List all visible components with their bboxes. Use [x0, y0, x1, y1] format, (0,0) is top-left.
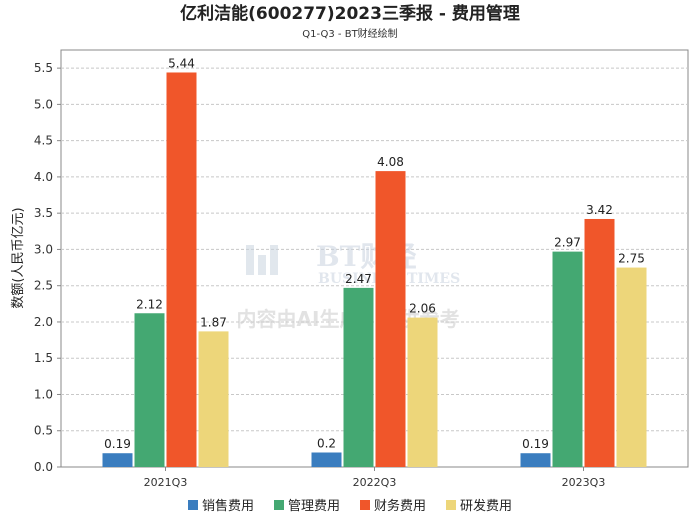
y-tick-label: 0.5 — [34, 424, 53, 438]
data-label: 5.44 — [168, 56, 195, 70]
y-tick-label: 2.0 — [34, 315, 53, 329]
legend-label: 销售费用 — [202, 498, 254, 514]
data-label: 2.47 — [345, 272, 372, 286]
data-label: 2.75 — [618, 252, 645, 266]
legend-swatch-管理费用 — [274, 500, 284, 510]
plot-area — [60, 49, 689, 468]
x-tick-label: 2022Q3 — [353, 476, 397, 489]
bar-2021Q3-财务费用 — [166, 72, 197, 467]
bar-2023Q3-研发费用 — [616, 267, 647, 467]
data-label: 4.08 — [377, 155, 404, 169]
bar-2021Q3-管理费用 — [134, 313, 165, 467]
bar-2022Q3-研发费用 — [407, 317, 438, 467]
y-tick-label: 0.0 — [34, 460, 53, 474]
y-tick-label: 4.0 — [34, 170, 53, 184]
y-tick-label: 5.5 — [34, 61, 53, 75]
bar-2022Q3-管理费用 — [343, 287, 374, 467]
data-label: 2.97 — [554, 236, 581, 250]
data-label: 0.19 — [104, 437, 131, 451]
y-tick-label: 3.5 — [34, 206, 53, 220]
legend-label: 研发费用 — [460, 498, 512, 514]
y-axis-label: 数额(人民币亿元) — [11, 207, 26, 308]
y-tick-label: 1.0 — [34, 387, 53, 401]
watermark-logo-block-2 — [258, 255, 266, 275]
data-label: 2.12 — [136, 297, 163, 311]
data-labels: 0.19 2.12 5.44 1.87 0.2 2.47 4.08 2.06 0.19 2.97 3… — [104, 56, 645, 451]
bar-2022Q3-财务费用 — [375, 171, 406, 467]
y-tick-label: 2.5 — [34, 279, 53, 293]
bar-2022Q3-销售费用 — [311, 452, 342, 467]
data-label: 0.2 — [317, 436, 336, 450]
bar-2021Q3-销售费用 — [102, 453, 133, 467]
data-label: 3.42 — [586, 203, 613, 217]
legend-swatch-研发费用 — [446, 500, 456, 510]
legend-swatch-财务费用 — [360, 500, 370, 510]
legend-swatch-销售费用 — [188, 500, 198, 510]
data-label: 0.19 — [522, 437, 549, 451]
bars — [102, 72, 647, 467]
bar-2023Q3-销售费用 — [520, 453, 551, 467]
y-tick-label: 3.0 — [34, 242, 53, 256]
x-tick-label: 2023Q3 — [562, 476, 606, 489]
bar-2023Q3-财务费用 — [584, 218, 615, 467]
legend-label: 管理费用 — [288, 499, 340, 514]
chart-subtitle: Q1-Q3 - BT财经绘制 — [302, 27, 397, 40]
data-label: 1.87 — [200, 315, 227, 329]
data-label: 2.06 — [409, 302, 436, 316]
x-axis-ticks: 2021Q3 2022Q3 2023Q3 — [144, 467, 606, 489]
x-tick-label: 2021Q3 — [144, 476, 188, 489]
y-tick-label: 5.0 — [34, 97, 53, 111]
y-axis-ticks: 0.0 0.5 1.0 1.5 2.0 2.5 3.0 3.5 4.0 4.5 5.0 5.5 — [34, 61, 61, 474]
y-tick-label: 1.5 — [34, 351, 53, 365]
grid-lines — [61, 67, 688, 432]
legend-label: 财务费用 — [374, 498, 426, 514]
bar-2021Q3-研发费用 — [198, 331, 229, 467]
chart-title: 亿利洁能(600277)2023三季报 - 费用管理 — [180, 3, 520, 24]
y-tick-label: 4.5 — [34, 134, 53, 148]
watermark-logo-block-1 — [246, 245, 254, 275]
bar-2023Q3-管理费用 — [552, 251, 583, 467]
legend: 销售费用 管理费用 财务费用 研发费用 — [188, 498, 512, 514]
watermark-logo-block-3 — [270, 245, 278, 275]
